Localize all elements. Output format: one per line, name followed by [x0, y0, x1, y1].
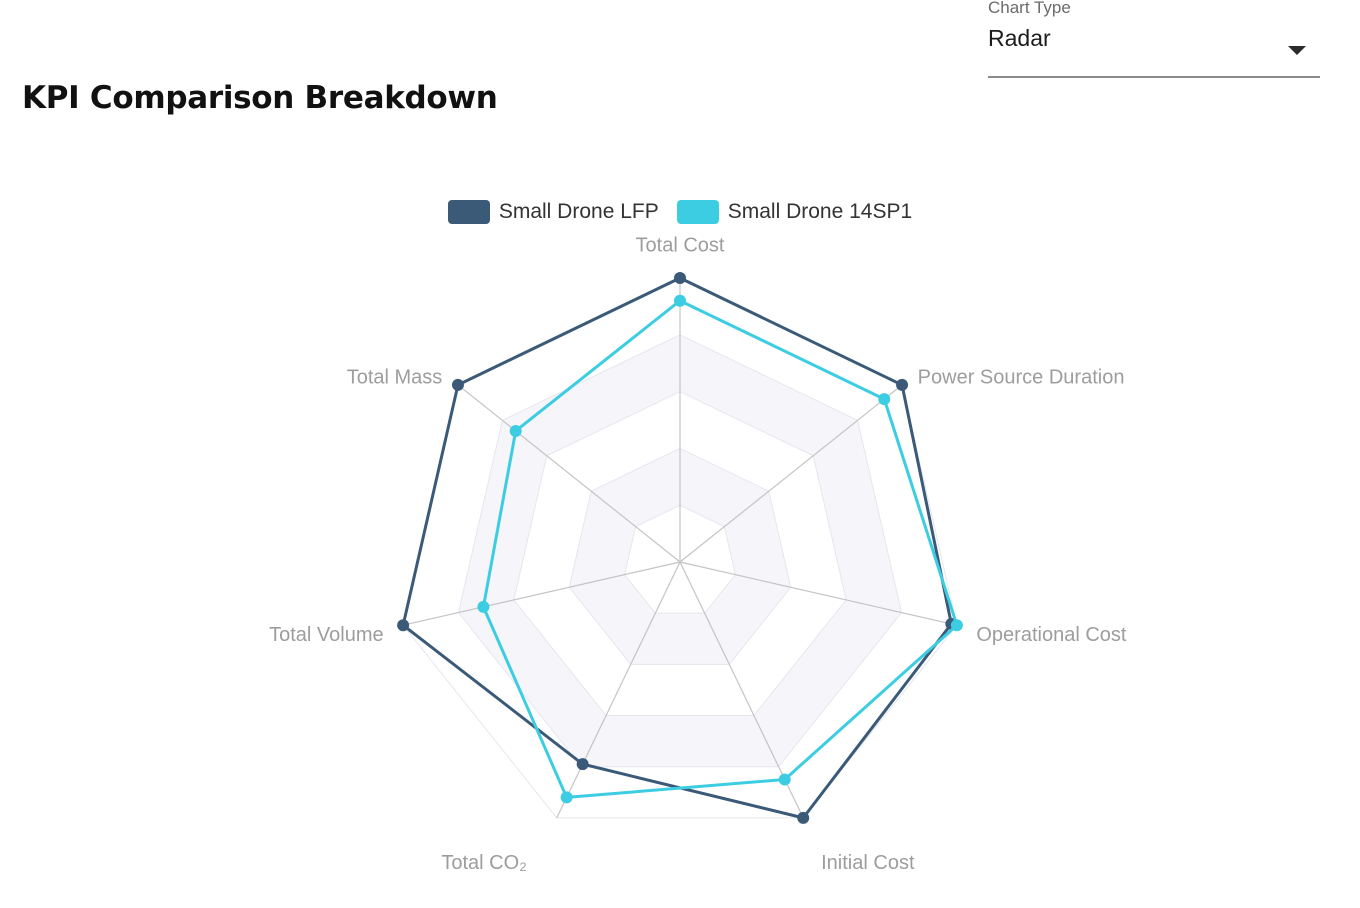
axis-label-2: Operational Cost [976, 624, 1127, 646]
axis-line-6 [457, 384, 681, 563]
series-line-0 [401, 276, 953, 820]
axis-line-4 [556, 561, 681, 819]
axis-label-5: Total Volume [269, 624, 384, 646]
chart-legend: Small Drone LFP Small Drone 14SP1 [0, 200, 1360, 224]
select-underline [988, 76, 1320, 78]
axis-label-3: Initial Cost [821, 852, 915, 874]
chart-type-select[interactable]: Chart Type Radar [988, 0, 1320, 78]
axis-label-1: Power Source Duration [918, 367, 1125, 389]
legend-label-lfp: Small Drone LFP [498, 200, 659, 223]
legend-item-lfp[interactable]: Small Drone LFP [447, 200, 659, 224]
axis-line-2 [679, 561, 958, 626]
series-0-point-5 [397, 619, 410, 632]
chart-type-label: Chart Type [988, 0, 1071, 17]
axis-label-0: Total Cost [636, 234, 725, 256]
series-0-point-3 [797, 811, 810, 824]
series-0-point-6 [451, 378, 464, 391]
series-0-point-1 [896, 378, 909, 391]
chart-type-value: Radar [988, 25, 1051, 51]
series-line-1 [481, 299, 959, 799]
caret-down-icon[interactable] [1288, 46, 1306, 55]
legend-swatch-lfp [447, 200, 490, 224]
series-1-point-6 [509, 424, 522, 437]
legend-label-14sp1: Small Drone 14SP1 [727, 200, 913, 223]
legend-swatch-14sp1 [676, 200, 719, 224]
axis-line-5 [402, 561, 681, 626]
series-1-point-2 [950, 619, 963, 632]
series-1-point-1 [878, 393, 891, 406]
axis-label-4: Total CO₂ [441, 852, 527, 874]
axis-line-1 [679, 384, 903, 563]
series-1-point-4 [560, 791, 573, 804]
series-0-point-0 [674, 272, 686, 284]
series-1-point-3 [778, 773, 791, 786]
legend-item-14sp1[interactable]: Small Drone 14SP1 [676, 200, 913, 224]
series-0-point-4 [576, 758, 589, 771]
series-1-point-5 [477, 600, 490, 613]
series-1-point-0 [674, 294, 686, 307]
axis-label-6: Total Mass [347, 367, 443, 389]
page-title: KPI Comparison Breakdown [22, 80, 498, 116]
